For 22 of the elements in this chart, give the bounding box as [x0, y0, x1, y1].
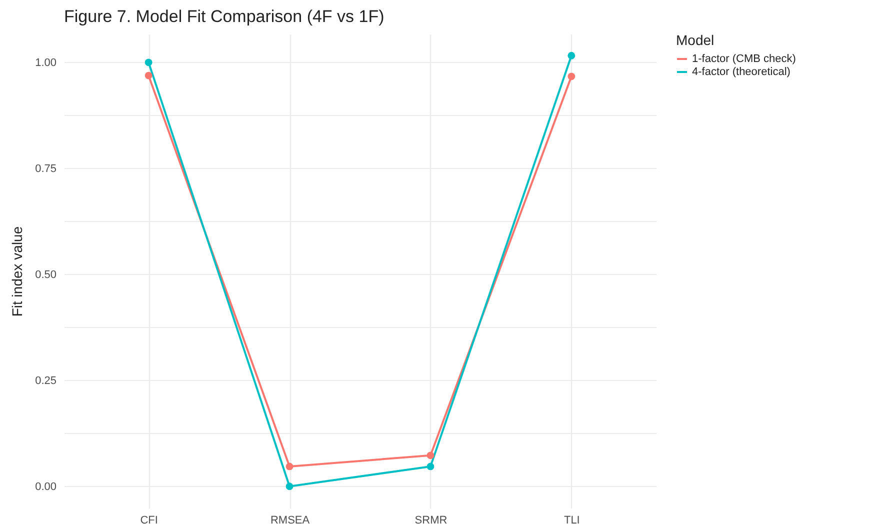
- point: [144, 58, 152, 66]
- legend-title: Model: [676, 32, 714, 48]
- y-tick-label: 0.25: [35, 374, 56, 387]
- y-tick-label: 0.50: [35, 268, 56, 281]
- point: [568, 72, 576, 80]
- point: [426, 462, 434, 470]
- point: [286, 482, 294, 490]
- legend-label: 4-factor (theoretical): [692, 66, 790, 78]
- point: [426, 452, 434, 460]
- y-axis-title: Fit index value: [9, 226, 26, 317]
- point: [286, 462, 294, 470]
- y-tick-label: 1.00: [35, 56, 56, 69]
- legend-label: 1-factor (CMB check): [692, 53, 796, 65]
- x-tick-label: RMSEA: [270, 514, 310, 524]
- x-tick-label: CFI: [140, 514, 158, 524]
- y-tick-label: 0.00: [35, 480, 56, 493]
- chart-title: Figure 7. Model Fit Comparison (4F vs 1F): [64, 7, 384, 26]
- x-tick-label: TLI: [564, 514, 580, 524]
- point: [568, 52, 576, 60]
- x-tick-label: SRMR: [414, 514, 448, 524]
- point: [144, 72, 152, 80]
- y-tick-label: 0.75: [35, 162, 56, 175]
